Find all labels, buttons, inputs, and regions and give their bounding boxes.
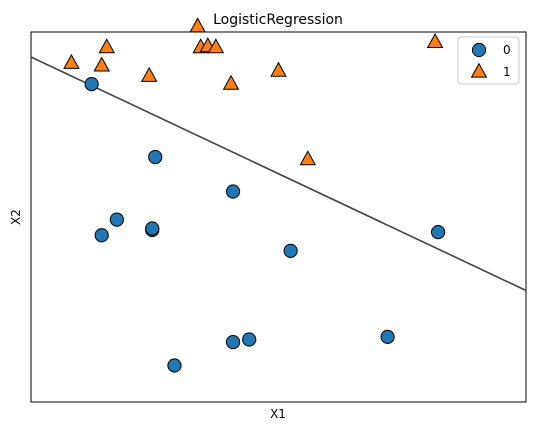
series-1-point-0 xyxy=(63,53,80,69)
series-1-point-11 xyxy=(426,33,444,49)
series-1-point-2 xyxy=(98,38,116,54)
series-0-point-8 xyxy=(225,184,241,199)
series-0-point-4 xyxy=(145,221,160,236)
series-0-point-0 xyxy=(84,77,99,92)
series-0-point-9 xyxy=(242,332,257,347)
legend-marker-0 xyxy=(471,42,487,58)
series-0-point-11 xyxy=(380,329,395,344)
legend-items: 01 xyxy=(470,42,511,79)
decision-boundary-layer xyxy=(30,56,527,292)
series-1-point-1 xyxy=(93,56,110,72)
series-1-point-9 xyxy=(270,61,287,77)
series-1-point-3 xyxy=(140,66,158,82)
series-0-point-1 xyxy=(94,228,109,243)
series-0-point-10 xyxy=(283,243,298,258)
series-0-point-5 xyxy=(148,149,163,165)
legend: 01 xyxy=(457,36,520,85)
series-0-point-7 xyxy=(225,334,241,350)
x-axis-label: X1 xyxy=(270,407,286,421)
series-1-point-7 xyxy=(207,38,225,54)
series-0-point-2 xyxy=(109,212,124,227)
series-1-point-10 xyxy=(299,150,317,166)
series-0-point-6 xyxy=(167,358,182,373)
legend-marker-1 xyxy=(470,62,488,78)
series-1-point-4 xyxy=(189,17,206,33)
chart-title: LogisticRegression xyxy=(213,12,343,28)
y-axis-label: X2 xyxy=(9,209,23,225)
legend-label-1: 1 xyxy=(503,65,511,79)
legend-label-0: 0 xyxy=(503,43,511,57)
series-1-point-8 xyxy=(222,74,240,90)
series-0-point-12 xyxy=(431,225,446,240)
data-points-layer xyxy=(63,17,482,373)
decision-boundary-line xyxy=(30,56,527,292)
plot-area-frame xyxy=(30,31,527,403)
